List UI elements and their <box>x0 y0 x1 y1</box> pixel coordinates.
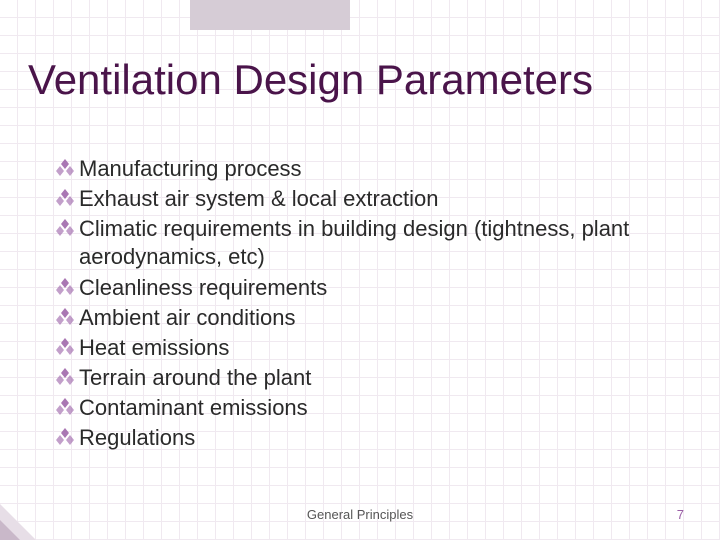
diamond-cluster-icon <box>55 277 75 297</box>
list-item: Terrain around the plant <box>55 364 680 392</box>
list-item: Exhaust air system & local extraction <box>55 185 680 213</box>
bullet-text: Regulations <box>79 424 195 452</box>
list-item: Contaminant emissions <box>55 394 680 422</box>
diamond-cluster-icon <box>55 367 75 387</box>
bullet-text: Contaminant emissions <box>79 394 308 422</box>
bullet-list: Manufacturing process Exhaust air system… <box>55 155 680 455</box>
corner-accent-inner <box>0 520 20 540</box>
diamond-cluster-icon <box>55 427 75 447</box>
bullet-text: Cleanliness requirements <box>79 274 327 302</box>
bullet-text: Heat emissions <box>79 334 229 362</box>
bullet-text: Exhaust air system & local extraction <box>79 185 438 213</box>
bullet-text: Climatic requirements in building design… <box>79 215 680 271</box>
top-accent-bar <box>190 0 350 30</box>
footer-center-text: General Principles <box>307 507 413 522</box>
bullet-text: Manufacturing process <box>79 155 302 183</box>
diamond-cluster-icon <box>55 307 75 327</box>
page-number: 7 <box>677 507 684 522</box>
list-item: Regulations <box>55 424 680 452</box>
diamond-cluster-icon <box>55 397 75 417</box>
diamond-cluster-icon <box>55 188 75 208</box>
diamond-cluster-icon <box>55 218 75 238</box>
diamond-cluster-icon <box>55 158 75 178</box>
list-item: Heat emissions <box>55 334 680 362</box>
list-item: Ambient air conditions <box>55 304 680 332</box>
bullet-text: Terrain around the plant <box>79 364 311 392</box>
diamond-cluster-icon <box>55 337 75 357</box>
slide-title: Ventilation Design Parameters <box>28 56 593 104</box>
list-item: Manufacturing process <box>55 155 680 183</box>
list-item: Climatic requirements in building design… <box>55 215 680 271</box>
slide: Ventilation Design Parameters Manufactur… <box>0 0 720 540</box>
list-item: Cleanliness requirements <box>55 274 680 302</box>
bullet-text: Ambient air conditions <box>79 304 295 332</box>
